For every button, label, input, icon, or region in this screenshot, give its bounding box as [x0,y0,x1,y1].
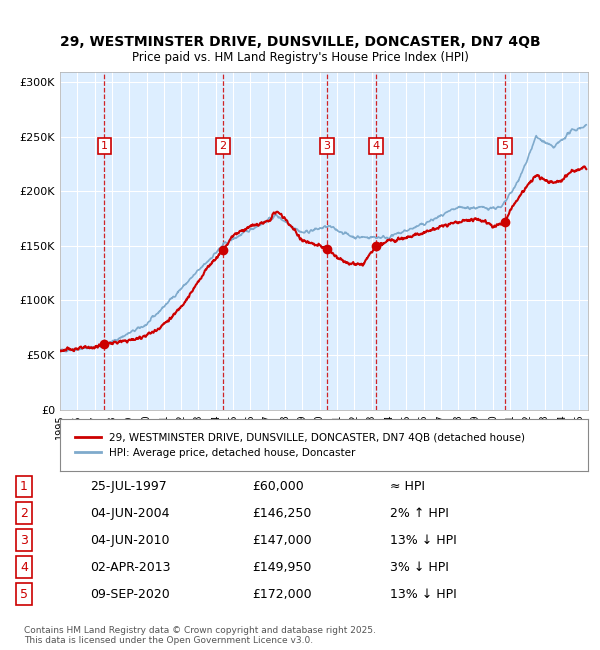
Text: 3: 3 [20,534,28,547]
Text: £146,250: £146,250 [252,507,311,520]
Text: 1: 1 [20,480,28,493]
Text: £60,000: £60,000 [252,480,304,493]
Text: 4: 4 [20,561,28,574]
Text: Price paid vs. HM Land Registry's House Price Index (HPI): Price paid vs. HM Land Registry's House … [131,51,469,64]
Text: 02-APR-2013: 02-APR-2013 [90,561,170,574]
Text: ≈ HPI: ≈ HPI [390,480,425,493]
Text: 1: 1 [101,141,108,151]
Text: £149,950: £149,950 [252,561,311,574]
Text: 25-JUL-1997: 25-JUL-1997 [90,480,167,493]
Text: 3% ↓ HPI: 3% ↓ HPI [390,561,449,574]
Text: 2: 2 [20,507,28,520]
Text: 3: 3 [323,141,331,151]
Legend: 29, WESTMINSTER DRIVE, DUNSVILLE, DONCASTER, DN7 4QB (detached house), HPI: Aver: 29, WESTMINSTER DRIVE, DUNSVILLE, DONCAS… [70,428,529,462]
Text: £147,000: £147,000 [252,534,311,547]
Text: £172,000: £172,000 [252,588,311,601]
Text: 5: 5 [501,141,508,151]
Text: 4: 4 [373,141,379,151]
Text: 2% ↑ HPI: 2% ↑ HPI [390,507,449,520]
Text: 04-JUN-2004: 04-JUN-2004 [90,507,170,520]
Text: Contains HM Land Registry data © Crown copyright and database right 2025.
This d: Contains HM Land Registry data © Crown c… [24,626,376,645]
Text: 09-SEP-2020: 09-SEP-2020 [90,588,170,601]
Text: 13% ↓ HPI: 13% ↓ HPI [390,534,457,547]
Text: 04-JUN-2010: 04-JUN-2010 [90,534,170,547]
Text: 2: 2 [220,141,227,151]
Text: 5: 5 [20,588,28,601]
Text: 29, WESTMINSTER DRIVE, DUNSVILLE, DONCASTER, DN7 4QB: 29, WESTMINSTER DRIVE, DUNSVILLE, DONCAS… [59,35,541,49]
Text: 13% ↓ HPI: 13% ↓ HPI [390,588,457,601]
